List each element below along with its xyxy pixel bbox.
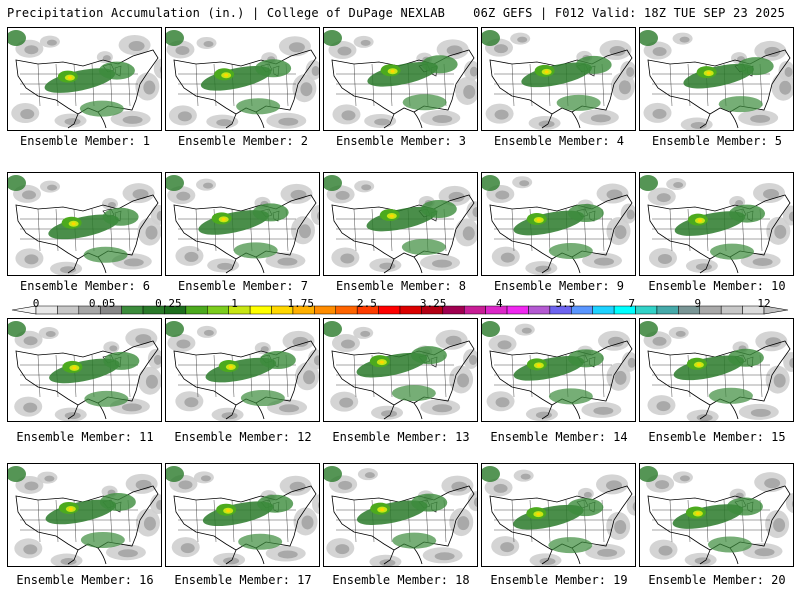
ensemble-member-map xyxy=(481,463,636,567)
ensemble-member-label: Ensemble Member: 7 xyxy=(177,279,309,293)
precipitation-map xyxy=(482,30,635,130)
ensemble-member-label: Ensemble Member: 8 xyxy=(335,279,467,293)
colorbar-swatch xyxy=(185,305,208,315)
precipitation-map xyxy=(640,466,793,566)
ensemble-member-label: Ensemble Member: 4 xyxy=(493,134,625,148)
ensemble-member-map xyxy=(323,27,478,131)
colorbar-swatch xyxy=(463,305,486,315)
precipitation-map xyxy=(166,466,319,566)
colorbar-tick-label: 1.75 xyxy=(287,297,314,310)
ensemble-member-label: Ensemble Member: 13 xyxy=(332,430,470,444)
ensemble-member-map xyxy=(7,172,162,276)
ensemble-member-label: Ensemble Member: 16 xyxy=(16,573,154,587)
colorbar-swatch xyxy=(57,305,80,315)
ensemble-member-label: Ensemble Member: 11 xyxy=(16,430,154,444)
ensemble-member-map xyxy=(323,318,478,422)
ensemble-member-label: Ensemble Member: 10 xyxy=(648,279,786,293)
colorbar-swatch xyxy=(378,305,401,315)
precipitation-map xyxy=(166,321,319,421)
colorbar-tick-label: 5.5 xyxy=(555,297,576,310)
ensemble-member-label: Ensemble Member: 1 xyxy=(19,134,151,148)
model-run-info: 06Z GEFS | F012 Valid: 18Z TUE SEP 23 20… xyxy=(473,6,785,20)
ensemble-member-label: Ensemble Member: 17 xyxy=(174,573,312,587)
precipitation-map xyxy=(482,321,635,421)
colorbar-tick-label: 0.25 xyxy=(155,297,182,310)
ensemble-member-map xyxy=(165,318,320,422)
ensemble-member-map xyxy=(323,172,478,276)
ensemble-member-map xyxy=(165,172,320,276)
colorbar-swatch xyxy=(399,305,422,315)
ensemble-member-map xyxy=(639,172,794,276)
colorbar-swatch xyxy=(528,305,551,315)
precip-colorbar xyxy=(11,305,789,315)
ensemble-member-label: Ensemble Member: 5 xyxy=(651,134,783,148)
map-title: Precipitation Accumulation (in.) | Colle… xyxy=(7,6,446,20)
ensemble-member-label: Ensemble Member: 14 xyxy=(490,430,628,444)
colorbar-tick-label: 4 xyxy=(495,297,503,310)
colorbar-swatch xyxy=(121,305,144,315)
ensemble-member-label: Ensemble Member: 12 xyxy=(174,430,312,444)
ensemble-member-label: Ensemble Member: 20 xyxy=(648,573,786,587)
colorbar-tick-label: 9 xyxy=(694,297,702,310)
ensemble-member-label: Ensemble Member: 6 xyxy=(19,279,151,293)
colorbar-tick-label: 3.25 xyxy=(419,297,447,310)
ensemble-member-map xyxy=(165,27,320,131)
colorbar-swatch xyxy=(506,305,529,315)
colorbar-tick-label: 1 xyxy=(231,297,238,310)
ensemble-member-label: Ensemble Member: 3 xyxy=(335,134,467,148)
ensemble-member-map xyxy=(639,27,794,131)
ensemble-member-map xyxy=(7,463,162,567)
colorbar-tick-label: 2.5 xyxy=(356,297,377,310)
colorbar-tick-label: 0.05 xyxy=(88,297,116,310)
precipitation-map xyxy=(8,466,161,566)
precipitation-map xyxy=(324,466,477,566)
ensemble-member-map xyxy=(639,463,794,567)
colorbar-swatch xyxy=(720,305,743,315)
precipitation-map xyxy=(640,321,793,421)
ensemble-member-map xyxy=(639,318,794,422)
ensemble-member-map xyxy=(481,27,636,131)
colorbar-swatch xyxy=(335,305,358,315)
precipitation-map xyxy=(166,30,319,129)
colorbar-tick-label: 0 xyxy=(32,297,40,310)
ensemble-member-map xyxy=(323,463,478,567)
ensemble-member-map xyxy=(7,318,162,422)
precipitation-map xyxy=(8,30,161,129)
colorbar-swatch xyxy=(249,305,272,315)
precipitation-map xyxy=(8,175,161,275)
ensemble-member-map xyxy=(481,172,636,276)
precipitation-map xyxy=(482,466,635,566)
colorbar-swatch xyxy=(699,305,722,315)
ensemble-member-map xyxy=(7,27,162,131)
ensemble-member-label: Ensemble Member: 15 xyxy=(648,430,786,444)
precipitation-map xyxy=(324,321,477,420)
colorbar-swatch xyxy=(592,305,615,315)
ensemble-member-label: Ensemble Member: 18 xyxy=(332,573,470,587)
colorbar-swatch xyxy=(635,305,658,315)
precipitation-map xyxy=(324,30,477,129)
ensemble-member-label: Ensemble Member: 9 xyxy=(493,279,625,293)
precipitation-map xyxy=(640,30,793,130)
ensemble-member-map xyxy=(165,463,320,567)
precipitation-map xyxy=(640,175,793,274)
colorbar-tick-label: 12 xyxy=(757,297,771,310)
ensemble-member-map xyxy=(481,318,636,422)
precipitation-map xyxy=(482,175,635,275)
ensemble-member-label: Ensemble Member: 19 xyxy=(490,573,628,587)
colorbar-tick-label: 7 xyxy=(628,297,635,310)
precipitation-map xyxy=(8,321,161,421)
colorbar-swatch xyxy=(207,305,229,315)
ensemble-member-label: Ensemble Member: 2 xyxy=(177,134,309,148)
colorbar-swatch xyxy=(314,305,337,315)
precipitation-map xyxy=(166,175,319,274)
precipitation-map xyxy=(324,175,477,274)
colorbar-swatch xyxy=(656,305,679,315)
colorbar-right-arrow xyxy=(763,305,789,315)
